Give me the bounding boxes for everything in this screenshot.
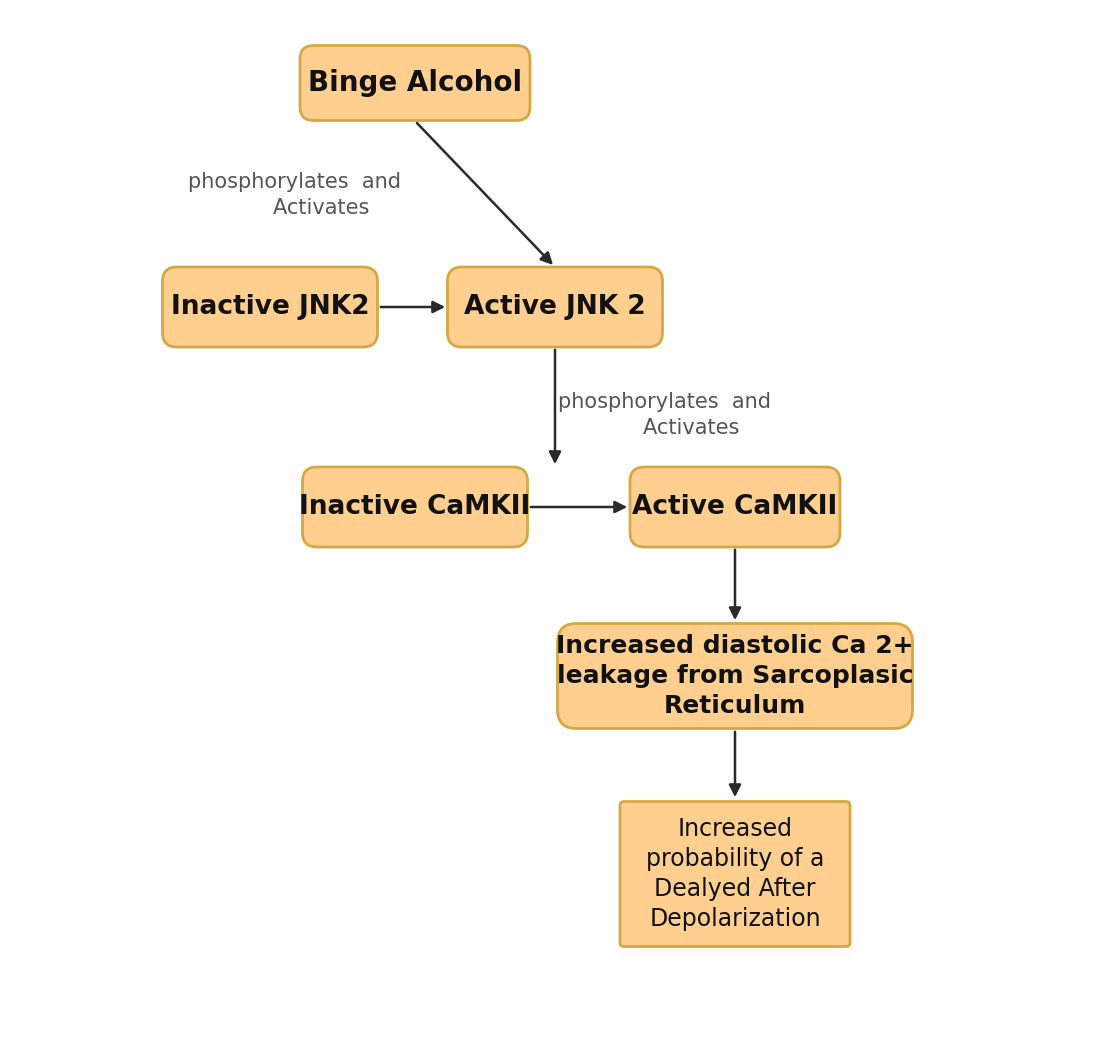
FancyBboxPatch shape: [300, 46, 530, 120]
Text: phosphorylates  and
        Activates: phosphorylates and Activates: [559, 391, 772, 438]
FancyBboxPatch shape: [558, 624, 912, 729]
FancyBboxPatch shape: [448, 267, 662, 347]
Text: Inactive CaMKII: Inactive CaMKII: [300, 494, 530, 520]
FancyBboxPatch shape: [630, 467, 840, 547]
FancyBboxPatch shape: [163, 267, 378, 347]
Text: Active CaMKII: Active CaMKII: [632, 494, 838, 520]
Text: phosphorylates  and
        Activates: phosphorylates and Activates: [189, 172, 402, 218]
FancyBboxPatch shape: [620, 801, 850, 947]
Text: Increased diastolic Ca 2+
leakage from Sarcoplasic
Reticulum: Increased diastolic Ca 2+ leakage from S…: [557, 634, 914, 717]
Text: Active JNK 2: Active JNK 2: [464, 294, 646, 320]
Text: Binge Alcohol: Binge Alcohol: [307, 69, 522, 97]
Text: Increased
probability of a
Dealyed After
Depolarization: Increased probability of a Dealyed After…: [646, 818, 825, 930]
FancyBboxPatch shape: [303, 467, 527, 547]
Text: Inactive JNK2: Inactive JNK2: [171, 294, 369, 320]
